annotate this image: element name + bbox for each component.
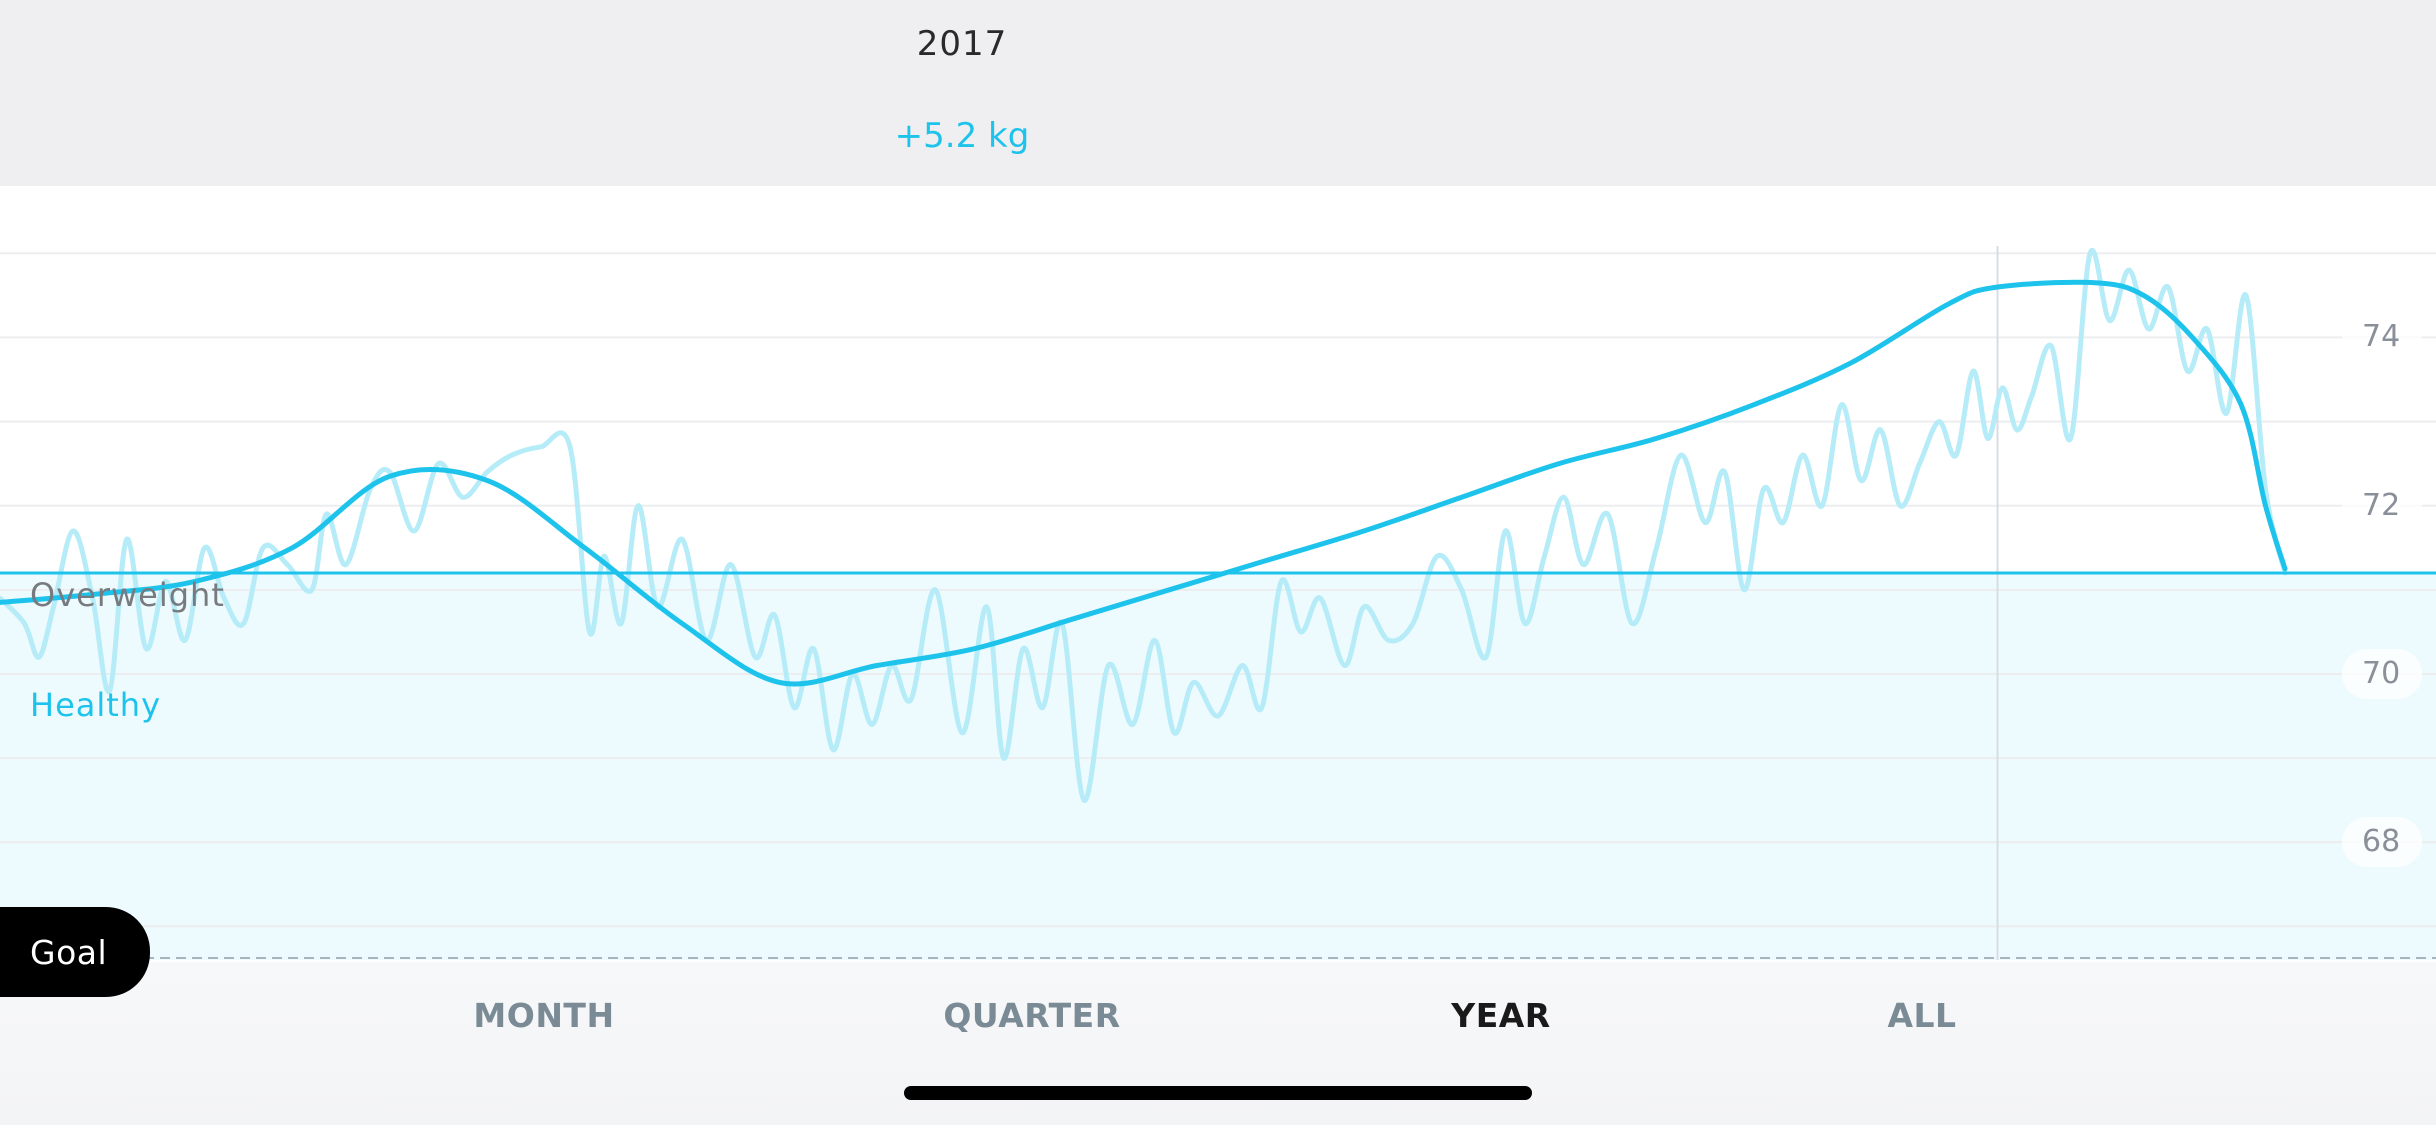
- y-tick-label: 68: [2362, 824, 2401, 860]
- raw-weight-line: [0, 247, 2288, 803]
- tab-all[interactable]: ALL: [1887, 996, 1957, 1035]
- healthy-zone-label: Healthy: [30, 686, 162, 724]
- goal-badge[interactable]: Goal: [0, 907, 150, 997]
- y-tick-label: 70: [2362, 655, 2401, 691]
- tab-month[interactable]: MONTH: [473, 996, 615, 1035]
- period-selector: [0, 962, 2436, 1125]
- home-indicator[interactable]: [904, 1086, 1532, 1100]
- y-tick-badge: [2342, 480, 2422, 531]
- period-header: 2017 +5.2 kg: [0, 0, 2436, 186]
- weight-change: +5.2 kg: [894, 116, 1030, 156]
- y-tick-label: 72: [2362, 487, 2401, 523]
- trend-weight-line: [0, 279, 2288, 687]
- healthy-zone-fill: [0, 573, 2436, 960]
- y-tick-label: 74: [2362, 319, 2401, 355]
- tab-year[interactable]: YEAR: [1451, 996, 1551, 1035]
- y-tick-badge: [2342, 817, 2422, 868]
- tab-quarter[interactable]: QUARTER: [943, 996, 1121, 1035]
- y-tick-badge: [2342, 648, 2422, 699]
- period-title: 2017: [916, 24, 1008, 64]
- overweight-zone-label: Overweight: [30, 576, 225, 614]
- y-tick-badge: [2342, 312, 2422, 363]
- weight-chart[interactable]: [0, 186, 2436, 962]
